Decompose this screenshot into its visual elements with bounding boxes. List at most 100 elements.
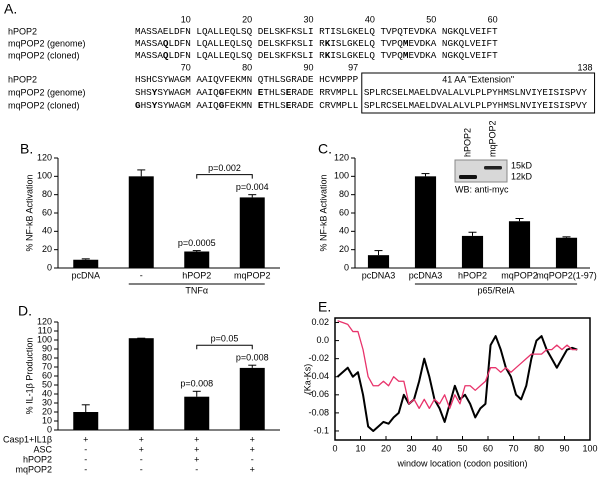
residues: M [403,50,409,61]
y-axis-label: (Ka-Ks) [302,364,312,395]
panel-label: C. [318,141,332,157]
residues: RADE RRVMPLL SPLRCSELMAELDVALALVLPLPYHMS… [291,87,587,98]
residues: E [258,100,264,111]
error-bar [81,404,90,412]
residues: K [325,50,331,61]
error-bar [421,173,430,177]
y-tick-label: 40 [42,226,52,236]
extension-box [361,72,596,114]
y-tick-label: 100 [334,171,349,181]
condition-sign: + [139,434,144,444]
residue-number: 97 [348,62,358,72]
error-bar [192,250,201,252]
bar [367,255,390,268]
residues: LDFN LQALLEQLSQ DELSKFKSLI R [169,38,326,49]
error-bar [468,231,477,236]
sequence-name: mqPOP2 (cloned) [8,100,80,110]
y-tick-label: 120 [37,316,52,326]
y-tick-label: 120 [37,152,52,162]
condition-sign: + [250,464,255,474]
y-tick-label: -0.08 [308,407,329,417]
bar [184,396,210,430]
bar [555,237,578,268]
bar [461,235,484,268]
residues: M [403,38,409,49]
residues: E [258,87,264,98]
bar [414,176,437,268]
sequence-name: mqPOP2 (genome) [8,87,86,97]
error-bar [81,258,90,260]
condition-label: hPOP2 [23,454,52,464]
condition-label: mqPOP2 [15,464,52,474]
residue-number: 70 [181,62,191,72]
bracket [196,174,253,179]
group-label: p65/RelA [477,285,514,295]
sequence: SHSYSYWAGM AAIQGFEKMN ETHLSERADE RRVMPLL… [135,87,587,98]
x-tick-label: mqPOP2 [501,270,538,280]
condition-sign: - [251,454,254,464]
bar [184,251,210,268]
residues: FEKMN [224,100,257,111]
y-tick-label: 20 [42,244,52,254]
residue-number: 60 [488,14,498,24]
x-tick-label: 40 [432,443,442,453]
residues: E [286,100,292,111]
condition-sign: + [250,444,255,454]
y-tick-label: 80 [42,189,52,199]
x-tick-label: 50 [457,443,467,453]
residues: G [219,100,225,111]
x-tick-label: 0 [332,443,337,453]
y-tick-label: 80 [42,352,52,362]
residues: Q [163,50,169,61]
residue-number: 10 [181,14,191,24]
y-tick-label: -0.02 [308,353,329,363]
y-tick-label: 50 [42,379,52,389]
y-tick-label: 30 [42,397,52,407]
condition-label: ASC [33,444,52,454]
y-axis-label: % NF-kB Activation [318,174,328,251]
plot-frame [334,317,591,441]
bar [239,367,265,430]
residues: ISLGKELQ TVPQ [330,50,403,61]
lane-label: mqPOP2 [487,120,497,157]
residues: HS [141,100,153,111]
panel-label: A. [4,1,17,17]
series-line [337,320,578,410]
sequence-name: hPOP2 [8,74,37,84]
group-label: TNFα [185,285,208,295]
condition-sign: + [194,454,199,464]
x-tick-label: pcDNA3 [409,270,443,280]
residues: THLS [263,87,286,98]
error-bar [374,250,383,256]
p-value: p=0.008 [180,379,213,389]
condition-sign: - [84,454,87,464]
blot-band [459,175,477,179]
x-tick-label: 30 [406,443,416,453]
y-tick-label: 20 [42,406,52,416]
p-value: p=0.008 [236,353,269,363]
residues: G [219,87,225,98]
residues: MASSAELDFN LQALLEQLSQ DELSKFKSLI RTISLGK… [135,26,498,37]
error-bar [248,364,257,368]
y-tick-label: 10 [42,415,52,425]
residues: RADE CRVMPLL SPLRCSELMAELDVALALVLPLPYHMS… [291,100,587,111]
x-tick-label: 10 [355,443,365,453]
x-tick-label: pcDNA3 [362,270,396,280]
error-bar [248,194,257,198]
residues: THLS [263,100,286,111]
series-line [336,335,578,432]
p-value: p=0.0005 [178,238,216,248]
x-tick-label: 80 [534,443,544,453]
residues: ISLGKELQ TVPQ [330,38,403,49]
marker-label: 12kD [511,171,533,181]
residue-number: 138 [578,62,593,72]
sequence: MASSAQLDFN LQALLEQLSQ DELSKFKSLI RKISLGK… [135,38,498,49]
x-tick-label: pcDNA [71,270,100,280]
bar [73,259,99,268]
residues: LDFN LQALLEQLSQ DELSKFKSLI R [169,50,326,61]
y-tick-label: 60 [42,207,52,217]
x-tick-label: 60 [483,443,493,453]
y-tick-label: 110 [38,325,52,335]
x-tick-label: mqPOP2(1-97) [536,270,597,280]
